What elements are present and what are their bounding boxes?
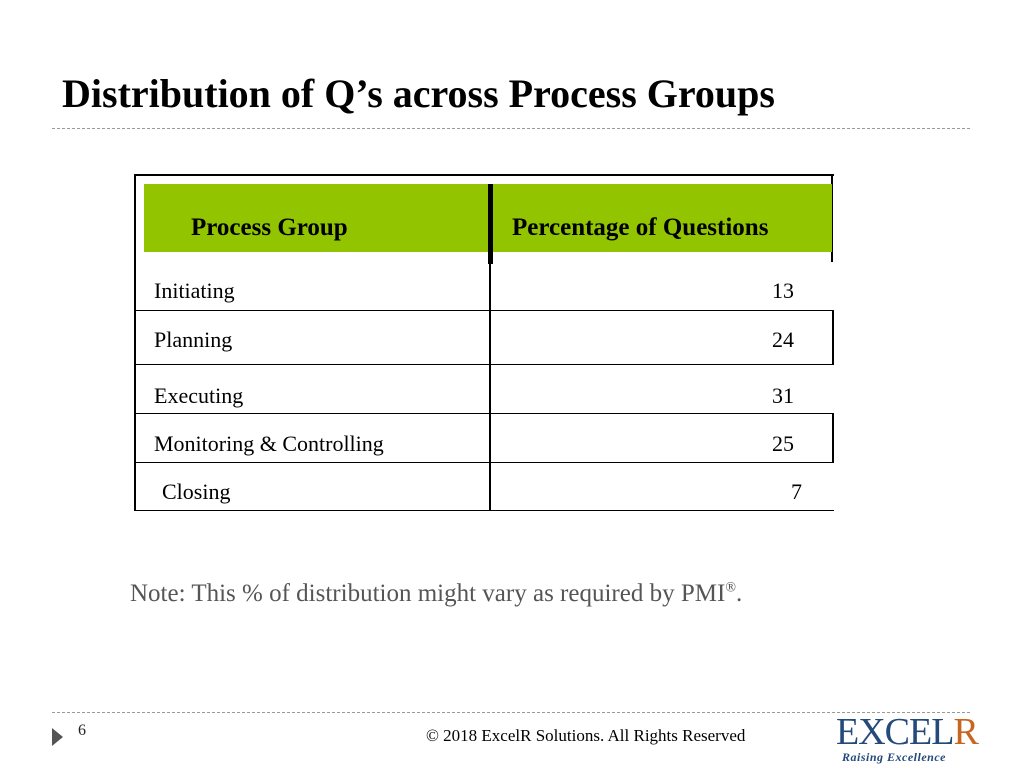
copyright-text: © 2018 ExcelR Solutions. All Rights Rese… — [426, 726, 746, 745]
table-row: Closing 7 — [134, 463, 834, 511]
cell-process-name: Executing — [154, 383, 244, 408]
row-right-border — [832, 414, 834, 462]
note-end: . — [735, 580, 743, 607]
registered-mark: ® — [725, 580, 736, 596]
cell-process-name: Closing — [162, 479, 231, 504]
logo-r-letter: R — [953, 711, 978, 753]
distribution-table: Process Group Percentage of Questions In… — [134, 174, 834, 511]
cell-process-name: Planning — [154, 327, 233, 352]
distribution-note: Note: This % of distribution might vary … — [130, 580, 742, 608]
excelr-logo: EXCELR Raising Excellence — [836, 712, 979, 764]
cell-process-name: Monitoring & Controlling — [154, 431, 384, 456]
table-row: Monitoring & Controlling 25 — [134, 414, 834, 463]
table-border-left — [134, 174, 136, 511]
table-row: Initiating 13 — [134, 262, 834, 311]
header-process-group: Process Group — [191, 214, 348, 241]
table-border-top — [134, 174, 834, 176]
cell-percentage: 25 — [772, 431, 794, 456]
column-divider — [489, 262, 491, 511]
logo-tagline: Raising Excellence — [842, 750, 946, 764]
column-divider — [488, 184, 493, 264]
play-arrow-icon — [52, 728, 63, 746]
cell-percentage: 31 — [772, 383, 794, 408]
note-text: Note: This % of distribution might vary … — [130, 580, 726, 607]
page-number: 6 — [78, 722, 86, 739]
slide-title: Distribution of Q’s across Process Group… — [62, 71, 775, 116]
table-row: Executing 31 — [134, 365, 834, 414]
header-percentage: Percentage of Questions — [512, 214, 769, 241]
cell-percentage: 13 — [772, 278, 794, 303]
logo-wordmark: EXCELR — [836, 711, 979, 753]
table-row: Planning 24 — [134, 311, 834, 365]
logo-main-text: EXCEL — [836, 711, 954, 753]
cell-process-name: Initiating — [154, 278, 235, 303]
row-right-border — [832, 311, 834, 364]
title-divider — [52, 128, 970, 129]
cell-percentage: 24 — [772, 327, 794, 352]
table-border-right — [831, 174, 833, 262]
footer-divider — [52, 712, 970, 713]
cell-percentage: 7 — [791, 479, 802, 504]
